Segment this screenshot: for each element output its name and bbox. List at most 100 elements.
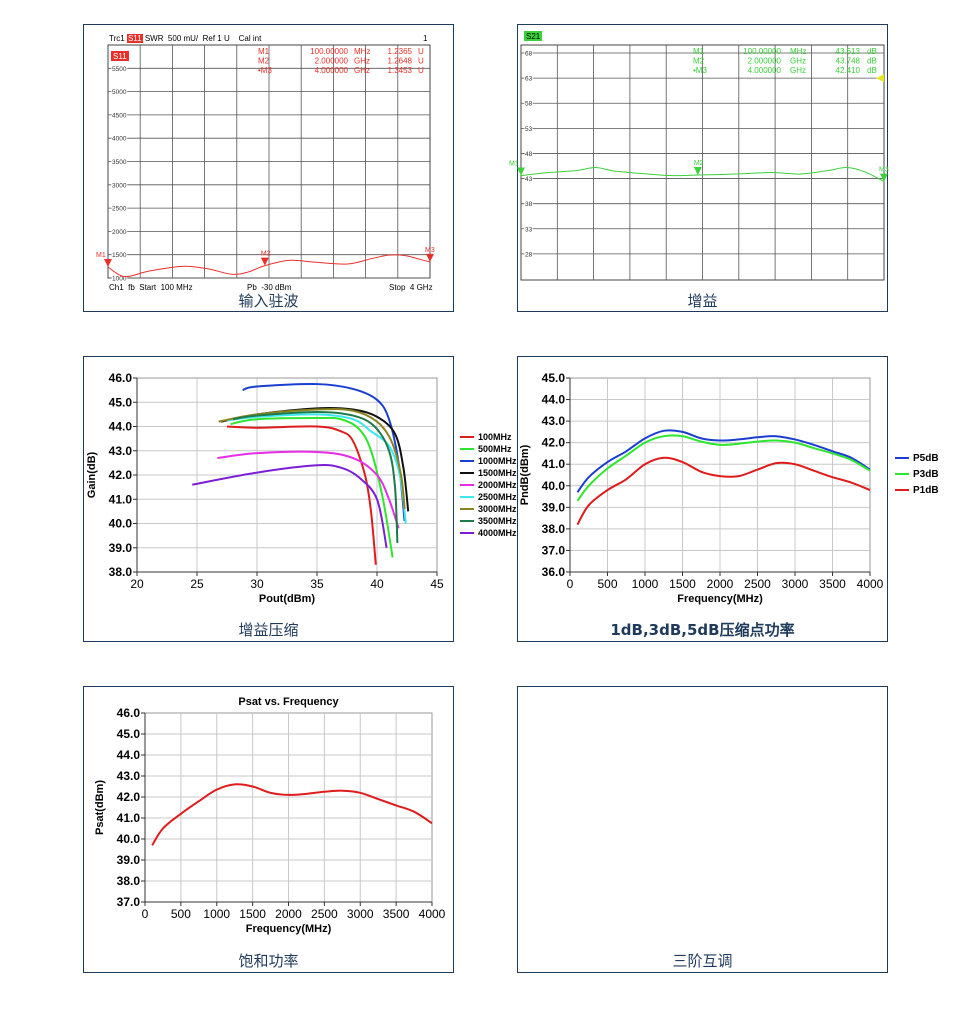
marker-value-unit: dB — [867, 66, 877, 75]
legend-item: 4000MHz — [460, 527, 517, 539]
legend-label: 1000MHz — [478, 456, 517, 466]
y-tick-label: 44.0 — [117, 748, 141, 762]
series-line-3500mhz — [232, 410, 399, 543]
legend-swatch — [460, 436, 474, 438]
x-tick-label: 3000 — [347, 907, 374, 921]
s11-footer-left: Ch1 fb Start 100 MHz — [109, 283, 193, 292]
legend-pnd: P5dB P3dB P1dB — [895, 450, 939, 498]
x-tick-label: 3000 — [782, 577, 809, 591]
x-tick-label: 2500 — [311, 907, 338, 921]
x-tick-label: 30 — [250, 577, 264, 591]
x-tick-label: 3500 — [819, 577, 846, 591]
marker-name: M1 — [693, 47, 705, 56]
caption-imd: 三阶互调 — [672, 952, 733, 970]
legend-swatch — [460, 532, 474, 534]
series-line-100mhz — [226, 425, 377, 565]
legend-label: 1500MHz — [478, 468, 517, 478]
legend-item: 3500MHz — [460, 515, 517, 527]
legend-swatch — [895, 489, 909, 491]
y-tick-label: 41.0 — [109, 492, 133, 506]
trace-badge-label: S21 — [526, 32, 541, 41]
marker-value: 42.410 — [836, 66, 861, 75]
series-line-psat — [151, 783, 433, 846]
y-tick-label: 4000 — [112, 136, 127, 143]
legend-swatch — [895, 473, 909, 475]
x-tick-label: 500 — [171, 907, 191, 921]
legend-swatch — [460, 484, 474, 486]
x-axis-label: Pout(dBm) — [259, 593, 316, 605]
param-badge: S11 — [126, 34, 143, 43]
marker-unit: MHz — [790, 47, 806, 56]
y-tick-label: 42.0 — [117, 790, 141, 804]
series-line-p1db — [576, 456, 871, 526]
marker-freq: 100.00000 — [743, 47, 781, 56]
x-tick-label: 40 — [370, 577, 384, 591]
legend-label: 100MHz — [478, 432, 512, 442]
x-tick-label: 1000 — [203, 907, 230, 921]
legend-label: 2500MHz — [478, 492, 517, 502]
legend-label: 2000MHz — [478, 480, 517, 490]
marker-name: M2 — [258, 57, 270, 66]
trace-badge-label: S11 — [113, 52, 127, 61]
series-line-2500mhz — [226, 413, 407, 524]
legend-item: 1000MHz — [460, 455, 517, 467]
y-tick-label: 38 — [525, 201, 533, 208]
y-tick-label: 42.0 — [109, 468, 133, 482]
x-tick-label: 2000 — [275, 907, 302, 921]
y-tick-label: 53 — [525, 126, 533, 133]
legend-item: 2500MHz — [460, 491, 517, 503]
marker-triangle — [880, 173, 888, 182]
marker-label: M1 — [509, 161, 519, 168]
marker-freq: 4.000000 — [315, 66, 349, 75]
marker-name: •M3 — [693, 66, 707, 75]
legend-swatch — [460, 472, 474, 474]
marker-value-unit: dB — [867, 47, 877, 56]
y-tick-label: 40.0 — [117, 832, 141, 846]
y-tick-label: 37.0 — [117, 895, 141, 909]
x-tick-label: 25 — [190, 577, 204, 591]
y-tick-label: 43.0 — [109, 444, 133, 458]
y-tick-label: 33 — [525, 226, 533, 233]
legend-swatch — [895, 457, 909, 459]
marker-unit: GHz — [790, 57, 806, 66]
marker-freq: 2.000000 — [748, 57, 782, 66]
legend-item: 1500MHz — [460, 467, 517, 479]
panel-imd: 三阶互调 — [517, 686, 888, 973]
marker-value-unit: U — [418, 66, 424, 75]
y-tick-label: 46.0 — [109, 371, 133, 385]
y-axis-label: Gain(dB) — [86, 451, 98, 498]
y-tick-label: 1500 — [112, 252, 127, 259]
y-tick-label: 45.0 — [542, 371, 566, 385]
x-tick-label: 2500 — [744, 577, 771, 591]
trace-badge — [111, 51, 129, 61]
y-tick-label: 41.0 — [117, 811, 141, 825]
y-tick-label: 28 — [525, 251, 533, 258]
x-tick-label: 1000 — [632, 577, 659, 591]
marker-unit: MHz — [354, 47, 370, 56]
y-axis-label: PndB(dBm) — [519, 444, 531, 505]
format-label: SWR 500 mU/ Ref 1 U — [144, 34, 230, 43]
marker-label: M3 — [425, 247, 435, 254]
legend-item: P3dB — [895, 466, 939, 482]
y-tick-label: 37.0 — [542, 543, 566, 557]
marker-label: M2 — [694, 160, 704, 167]
marker-freq: 4.000000 — [748, 66, 782, 75]
x-tick-label: 20 — [130, 577, 144, 591]
caption-psat: 饱和功率 — [238, 952, 299, 970]
y-tick-label: 42.0 — [542, 436, 566, 450]
ref-arrow-icon — [876, 74, 884, 83]
marker-label: M1 — [96, 252, 106, 259]
legend-item: 100MHz — [460, 431, 517, 443]
series-line-p3db — [576, 434, 871, 502]
legend-item: P5dB — [895, 450, 939, 466]
legend-item: 500MHz — [460, 443, 517, 455]
legend-swatch — [460, 448, 474, 450]
y-tick-label: 68 — [525, 51, 533, 58]
legend-label: P1dB — [913, 484, 939, 496]
legend-swatch — [460, 460, 474, 462]
marker-unit: GHz — [354, 66, 370, 75]
y-tick-label: 40.0 — [109, 517, 133, 531]
series-line-500mhz — [230, 416, 394, 558]
